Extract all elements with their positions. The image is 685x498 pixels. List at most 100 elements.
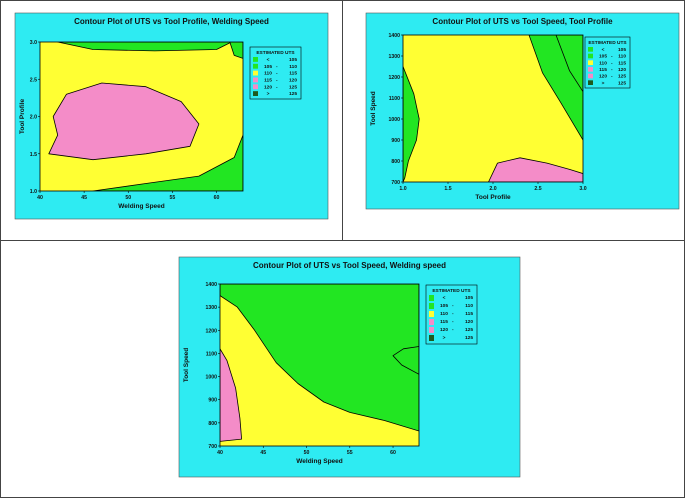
chart-1-legend-entry-dash: - xyxy=(276,72,278,77)
chart-1-region-115-120-3 xyxy=(48,82,200,161)
chart-2-legend-swatch xyxy=(588,47,593,52)
chart-3-y-tick-label: 800 xyxy=(208,421,217,427)
chart-2-legend-entry-dash: - xyxy=(611,68,613,73)
chart-2-legend-entry-high: 115 xyxy=(618,60,626,66)
chart-2-legend-entry-high: 120 xyxy=(618,67,626,73)
chart-2-region-105-110-1 xyxy=(528,35,583,141)
chart-1-legend-swatch xyxy=(253,70,258,76)
chart-1-legend-swatch xyxy=(253,63,258,69)
chart-2-legend-swatch xyxy=(588,60,593,65)
chart-1-y-tick-label: 1.5 xyxy=(30,152,37,158)
chart-3-legend-entry-high: 120 xyxy=(465,319,473,325)
chart-2-legend-entry-dash: - xyxy=(611,61,613,66)
chart-1-regions xyxy=(48,42,243,191)
chart-3-legend-swatch xyxy=(429,311,434,317)
chart-3-legend-title: ESTIMATED UTS xyxy=(432,288,471,294)
chart-1-title: Contour Plot of UTS vs Tool Profile, Wel… xyxy=(74,17,269,26)
chart-3-x-tick-label: 55 xyxy=(347,450,353,456)
chart-1-legend-entry-dash: - xyxy=(276,65,278,70)
chart-3-legend-swatch xyxy=(429,327,434,333)
chart-2-legend-entry-high: 105 xyxy=(618,47,626,53)
chart-3-legend-entry-high: 125 xyxy=(465,335,473,341)
chart-1-legend-swatch xyxy=(253,77,258,83)
chart-2-title: Contour Plot of UTS vs Tool Speed, Tool … xyxy=(432,17,613,26)
chart-1-x-tick-label: 60 xyxy=(214,195,220,201)
chart-3-region-gt125-2 xyxy=(392,346,419,375)
chart-1-x-tick-label: 45 xyxy=(81,195,87,201)
chart-1-legend-swatch xyxy=(253,84,258,90)
chart-2-x-tick-label: 2.5 xyxy=(534,186,541,192)
chart-2-contour-line-0 xyxy=(555,35,583,92)
chart-1-y-tick-label: 1.0 xyxy=(30,189,37,195)
chart-1-x-axis-label: Welding Speed xyxy=(118,203,164,210)
chart-3-x-tick-label: 40 xyxy=(217,450,223,456)
chart-1-legend-entry-high: 105 xyxy=(289,57,297,63)
chart-3-legend-swatch xyxy=(429,295,434,301)
chart-1-y-tick-label: 2.5 xyxy=(30,77,37,83)
chart-3-y-tick-label: 1200 xyxy=(205,328,217,334)
chart-1-legend-entry-low: 120 xyxy=(264,84,272,90)
chart-3-plot-frame xyxy=(219,283,420,447)
chart-1-legend-entry-low: 105 xyxy=(264,64,272,70)
chart-2-y-axis-label: Tool Speed xyxy=(370,91,377,126)
chart-3-y-tick-label: 1100 xyxy=(206,351,217,357)
chart-2-x-axis-label: Tool Profile xyxy=(475,194,511,201)
chart-3-y-axis-label: Tool Speed xyxy=(183,348,190,383)
chart-2-y-tick-label: 1400 xyxy=(388,33,400,39)
chart-3-x-tick-label: 50 xyxy=(304,450,310,456)
chart-2-legend-entry-dash: - xyxy=(611,55,613,60)
chart-3-legend-entry-dash: - xyxy=(452,304,454,309)
chart-3-legend-entry-dash: - xyxy=(452,328,454,333)
chart-2-legend-entry-high: 125 xyxy=(618,80,626,86)
chart-2-legend-entry-low: 115 xyxy=(599,67,607,73)
chart-2-legend-entry-low: 120 xyxy=(599,74,607,80)
chart-3-legend-swatch xyxy=(429,303,434,309)
chart-2-y-tick-label: 1000 xyxy=(388,117,400,123)
chart-3-y-tick-label: 900 xyxy=(208,398,217,404)
chart-2-y-tick-label: 900 xyxy=(391,138,400,144)
chart-3-y-tick-label: 1300 xyxy=(205,305,217,311)
chart-3-legend-entry-low: > xyxy=(443,335,446,341)
chart-3-x-tick-label: 60 xyxy=(390,450,396,456)
chart-1-legend-entry-low: > xyxy=(267,91,270,97)
chart-3-legend-entry-low: < xyxy=(443,295,446,301)
chart-1-x-tick-label: 40 xyxy=(37,195,43,201)
chart-2-x-tick-label: 2.0 xyxy=(489,186,496,192)
chart-2-y-tick-label: 1100 xyxy=(389,96,400,102)
chart-3-legend-entry-low: 115 xyxy=(440,319,448,325)
chart-3-legend-entry-low: 110 xyxy=(440,311,448,317)
chart-3-y-tick-label: 1000 xyxy=(205,375,217,381)
chart-3-title: Contour Plot of UTS vs Tool Speed, Weldi… xyxy=(253,261,446,270)
chart-1-region-105-110-1 xyxy=(229,42,243,59)
chart-1-legend-swatch xyxy=(253,57,258,62)
chart-1-legend-entry-dash: - xyxy=(276,85,278,90)
chart-2-regions xyxy=(403,35,583,182)
chart-1-legend-entry-high: 125 xyxy=(289,84,297,90)
chart-2-legend-entry-low: 110 xyxy=(599,60,607,66)
chart-2-x-tick-label: 1.0 xyxy=(399,186,406,192)
chart-3-x-tick-label: 45 xyxy=(260,450,266,456)
chart-3-legend-entry-high: 110 xyxy=(465,303,473,309)
chart-2-y-tick-label: 800 xyxy=(391,159,400,165)
chart-2-legend-entry-low: > xyxy=(602,80,605,86)
chart-3-region-105-110-0 xyxy=(220,284,419,432)
chart-1-x-tick-label: 55 xyxy=(170,195,176,201)
chart-2-legend-entry-high: 110 xyxy=(618,54,626,60)
chart-1-y-axis-label: Tool Profile xyxy=(19,98,26,134)
chart-2-x-tick-label: 3.0 xyxy=(579,186,586,192)
chart-3-regions xyxy=(220,284,419,442)
chart-2-legend-entry-dash: - xyxy=(611,75,613,80)
chart-1-y-tick-label: 3.0 xyxy=(30,40,37,46)
chart-2-legend-swatch xyxy=(588,80,593,85)
chart-3-y-tick-label: 700 xyxy=(208,444,217,450)
chart-2-y-tick-label: 700 xyxy=(391,180,400,186)
chart-3-y-tick-label: 1400 xyxy=(205,282,217,288)
chart-1-legend-title: ESTIMATED UTS xyxy=(256,50,295,56)
chart-3-legend-swatch xyxy=(429,319,434,325)
chart-1-legend-entry-high: 120 xyxy=(289,78,297,84)
chart-1-y-tick-label: 2.0 xyxy=(30,115,37,121)
chart-2-y-tick-label: 1200 xyxy=(388,75,400,81)
chart-3-legend-entry-high: 125 xyxy=(465,327,473,333)
chart-3-legend-entry-low: 120 xyxy=(440,327,448,333)
